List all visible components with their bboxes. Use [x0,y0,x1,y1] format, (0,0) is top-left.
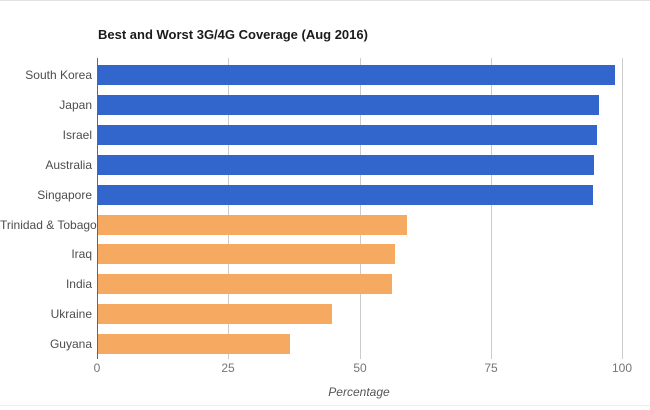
bar-south-korea [98,65,615,85]
x-tick-label-75: 75 [484,361,498,375]
category-label-ukraine: Ukraine [50,307,92,321]
gridline-50 [360,58,361,354]
axis-tick-0 [97,354,98,359]
axis-baseline [97,58,98,354]
axis-tick-75 [491,354,492,359]
x-tick-label-0: 0 [93,361,101,375]
chart-title: Best and Worst 3G/4G Coverage (Aug 2016) [98,27,368,42]
axis-tick-50 [360,354,361,359]
bar-ukraine [98,304,332,324]
x-tick-label-50: 50 [353,361,367,375]
bar-guyana [98,334,290,354]
bar-singapore [98,185,593,205]
category-label-guyana: Guyana [49,337,92,351]
category-label-india: India [65,277,92,291]
x-tick-label-25: 25 [221,361,235,375]
category-label-trinidad-tobago: Trinidad & Tobago [0,218,97,232]
category-label-japan: Japan [59,98,92,112]
category-label-singapore: Singapore [37,188,92,202]
bar-japan [98,95,599,115]
category-label-israel: Israel [62,128,92,142]
gridline-75 [491,58,492,354]
bar-australia [98,155,594,175]
x-tick-label-100: 100 [611,361,633,375]
plot-area [97,58,623,359]
bar-trinidad-tobago [98,215,407,235]
bar-india [98,274,392,294]
bar-iraq [98,244,395,264]
x-axis-title: Percentage [328,385,390,399]
gridline-100 [622,58,623,354]
page-divider [0,405,650,406]
category-label-iraq: Iraq [71,247,92,261]
axis-tick-25 [228,354,229,359]
gridline-25 [228,58,229,354]
axis-tick-100 [622,354,623,359]
category-label-australia: Australia [45,158,92,172]
category-label-south-korea: South Korea [25,68,92,82]
bar-israel [98,125,597,145]
